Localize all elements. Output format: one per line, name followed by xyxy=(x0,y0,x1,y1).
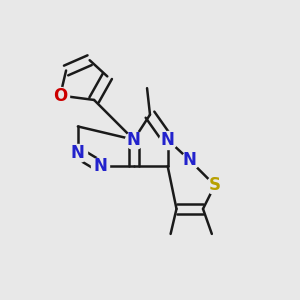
Text: N: N xyxy=(71,144,85,162)
Text: N: N xyxy=(161,131,175,149)
Text: N: N xyxy=(183,151,197,169)
Text: S: S xyxy=(209,176,221,194)
Text: O: O xyxy=(53,86,67,104)
Text: N: N xyxy=(93,157,107,175)
Text: N: N xyxy=(127,131,141,149)
